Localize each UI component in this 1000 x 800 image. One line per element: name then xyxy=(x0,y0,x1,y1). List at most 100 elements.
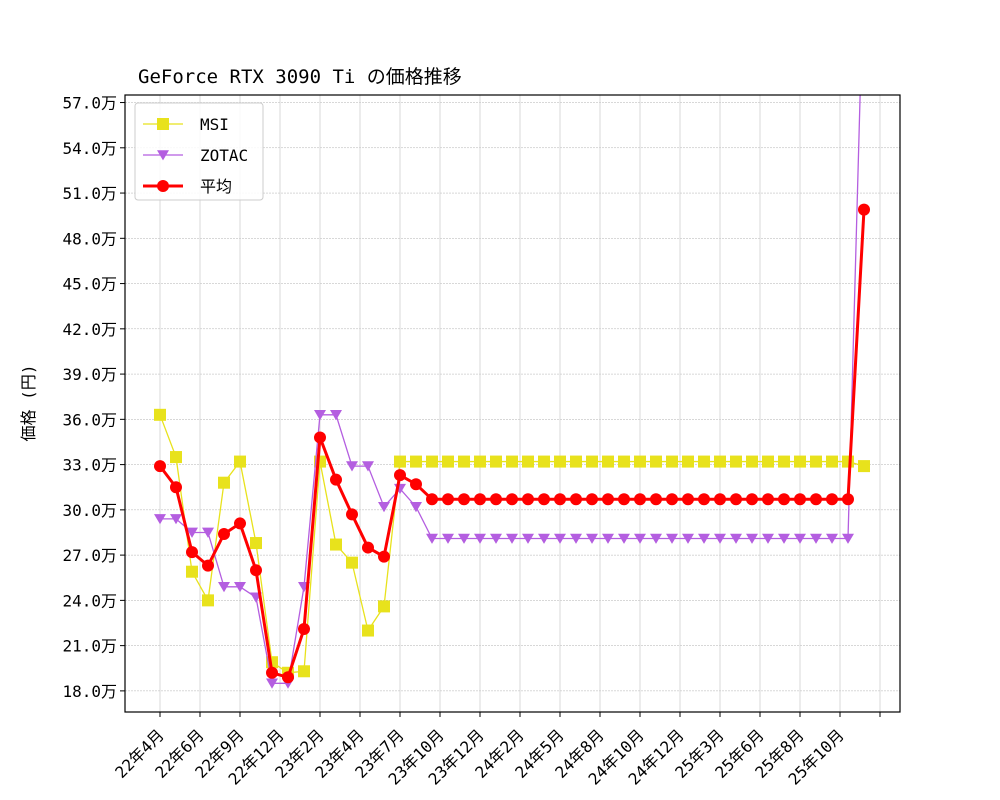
y-tick-label: 36.0万 xyxy=(62,410,117,429)
point-msi xyxy=(330,538,342,551)
point-msi xyxy=(778,455,790,468)
y-tick-label: 30.0万 xyxy=(62,501,117,520)
point-average xyxy=(266,666,278,679)
point-zotac xyxy=(794,533,806,544)
point-zotac xyxy=(842,533,854,544)
point-msi xyxy=(650,455,662,468)
y-tick-label: 33.0万 xyxy=(62,456,117,475)
series-layer xyxy=(154,95,870,689)
point-zotac xyxy=(570,533,582,544)
point-average xyxy=(762,493,774,506)
legend-marker-msi xyxy=(157,118,169,130)
point-msi xyxy=(202,594,214,607)
point-msi xyxy=(762,455,774,468)
point-msi xyxy=(346,556,358,569)
point-msi xyxy=(826,455,838,468)
y-tick-label: 39.0万 xyxy=(62,365,117,384)
point-zotac xyxy=(762,533,774,544)
y-tick-label: 27.0万 xyxy=(62,546,117,565)
point-zotac xyxy=(426,533,438,544)
point-zotac xyxy=(666,533,678,544)
point-msi xyxy=(234,455,246,468)
point-zotac xyxy=(554,533,566,544)
point-average xyxy=(746,493,758,506)
point-average xyxy=(650,493,662,506)
point-zotac xyxy=(202,527,214,538)
point-average xyxy=(666,493,678,506)
point-zotac xyxy=(346,461,358,472)
point-zotac xyxy=(154,514,166,525)
point-average xyxy=(442,493,454,506)
point-average xyxy=(154,460,166,473)
point-average xyxy=(186,546,198,559)
point-msi xyxy=(298,665,310,678)
point-zotac xyxy=(714,533,726,544)
point-average xyxy=(778,493,790,506)
point-msi xyxy=(394,455,406,468)
point-zotac xyxy=(410,502,422,513)
point-zotac xyxy=(810,533,822,544)
point-average xyxy=(250,564,262,577)
point-msi xyxy=(250,537,262,550)
point-msi xyxy=(538,455,550,468)
y-tick-label: 42.0万 xyxy=(62,320,117,339)
point-average xyxy=(394,469,406,482)
point-average xyxy=(474,493,486,506)
y-tick-label: 54.0万 xyxy=(62,139,117,158)
point-average xyxy=(426,493,438,506)
point-msi xyxy=(714,455,726,468)
chart-title: GeForce RTX 3090 Ti の価格推移 xyxy=(138,66,462,88)
point-average xyxy=(522,493,534,506)
y-tick-label: 51.0万 xyxy=(62,184,117,203)
point-average xyxy=(330,473,342,486)
point-msi xyxy=(618,455,630,468)
point-msi xyxy=(858,460,870,473)
point-zotac xyxy=(522,533,534,544)
point-zotac xyxy=(474,533,486,544)
point-average xyxy=(586,493,598,506)
legend-marker-zotac xyxy=(157,150,169,161)
point-msi xyxy=(426,455,438,468)
point-average xyxy=(362,541,374,554)
point-average xyxy=(346,508,358,521)
point-average xyxy=(490,493,502,506)
point-msi xyxy=(554,455,566,468)
y-tick-label: 18.0万 xyxy=(62,682,117,701)
point-average xyxy=(682,493,694,506)
point-average xyxy=(506,493,518,506)
point-zotac xyxy=(378,502,390,513)
point-zotac xyxy=(698,533,710,544)
point-average xyxy=(410,478,422,491)
point-zotac xyxy=(362,461,374,472)
point-average xyxy=(218,527,230,540)
point-average xyxy=(458,493,470,506)
point-average xyxy=(794,493,806,506)
point-zotac xyxy=(730,533,742,544)
point-zotac xyxy=(506,533,518,544)
line-average xyxy=(158,209,866,680)
point-msi xyxy=(522,455,534,468)
y-tick-label: 57.0万 xyxy=(62,94,117,113)
point-zotac xyxy=(266,678,278,689)
point-msi xyxy=(490,455,502,468)
point-zotac xyxy=(778,533,790,544)
point-msi xyxy=(378,600,390,613)
point-msi xyxy=(746,455,758,468)
point-msi xyxy=(586,455,598,468)
point-average xyxy=(842,493,854,506)
point-zotac xyxy=(634,533,646,544)
point-average xyxy=(730,493,742,506)
point-msi xyxy=(842,455,854,468)
point-average xyxy=(554,493,566,506)
point-zotac xyxy=(186,527,198,538)
point-msi xyxy=(458,455,470,468)
point-zotac xyxy=(618,533,630,544)
y-tick-label: 24.0万 xyxy=(62,591,117,610)
point-average xyxy=(858,203,870,216)
point-msi xyxy=(186,565,198,578)
point-zotac xyxy=(458,533,470,544)
y-axis-label: 価格 (円) xyxy=(19,365,38,442)
point-msi xyxy=(218,476,230,489)
point-msi xyxy=(474,455,486,468)
point-average xyxy=(170,481,182,494)
